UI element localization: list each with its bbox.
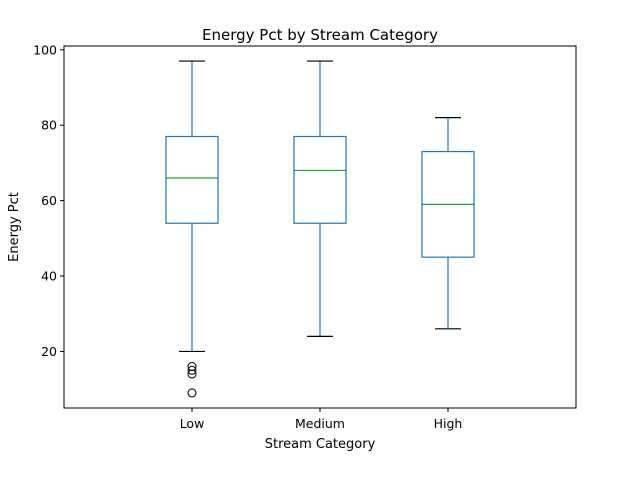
outlier-point <box>187 365 197 375</box>
x-axis: Low Medium High <box>180 408 463 431</box>
y-axis: 20 40 60 80 100 <box>33 42 64 359</box>
x-tick-label: High <box>434 416 463 431</box>
y-tick-label: 20 <box>41 344 57 359</box>
plot-area <box>165 60 475 398</box>
y-tick-label: 60 <box>41 193 57 208</box>
iqr-box <box>293 135 347 224</box>
outlier-point <box>187 369 197 379</box>
y-tick-label: 40 <box>41 269 57 284</box>
y-axis-label: Energy Pct <box>7 192 22 262</box>
y-tick-label: 100 <box>33 42 57 57</box>
box-group-high <box>421 117 475 330</box>
chart-title: Energy Pct by Stream Category <box>202 26 438 44</box>
box-group-low <box>165 60 219 398</box>
x-tick-label: Medium <box>295 416 345 431</box>
box-group-medium <box>293 60 347 337</box>
iqr-box <box>165 135 219 224</box>
outlier-point <box>187 388 197 398</box>
x-tick-label: Low <box>180 416 205 431</box>
y-tick-label: 80 <box>41 118 57 133</box>
x-axis-label: Stream Category <box>265 437 376 452</box>
